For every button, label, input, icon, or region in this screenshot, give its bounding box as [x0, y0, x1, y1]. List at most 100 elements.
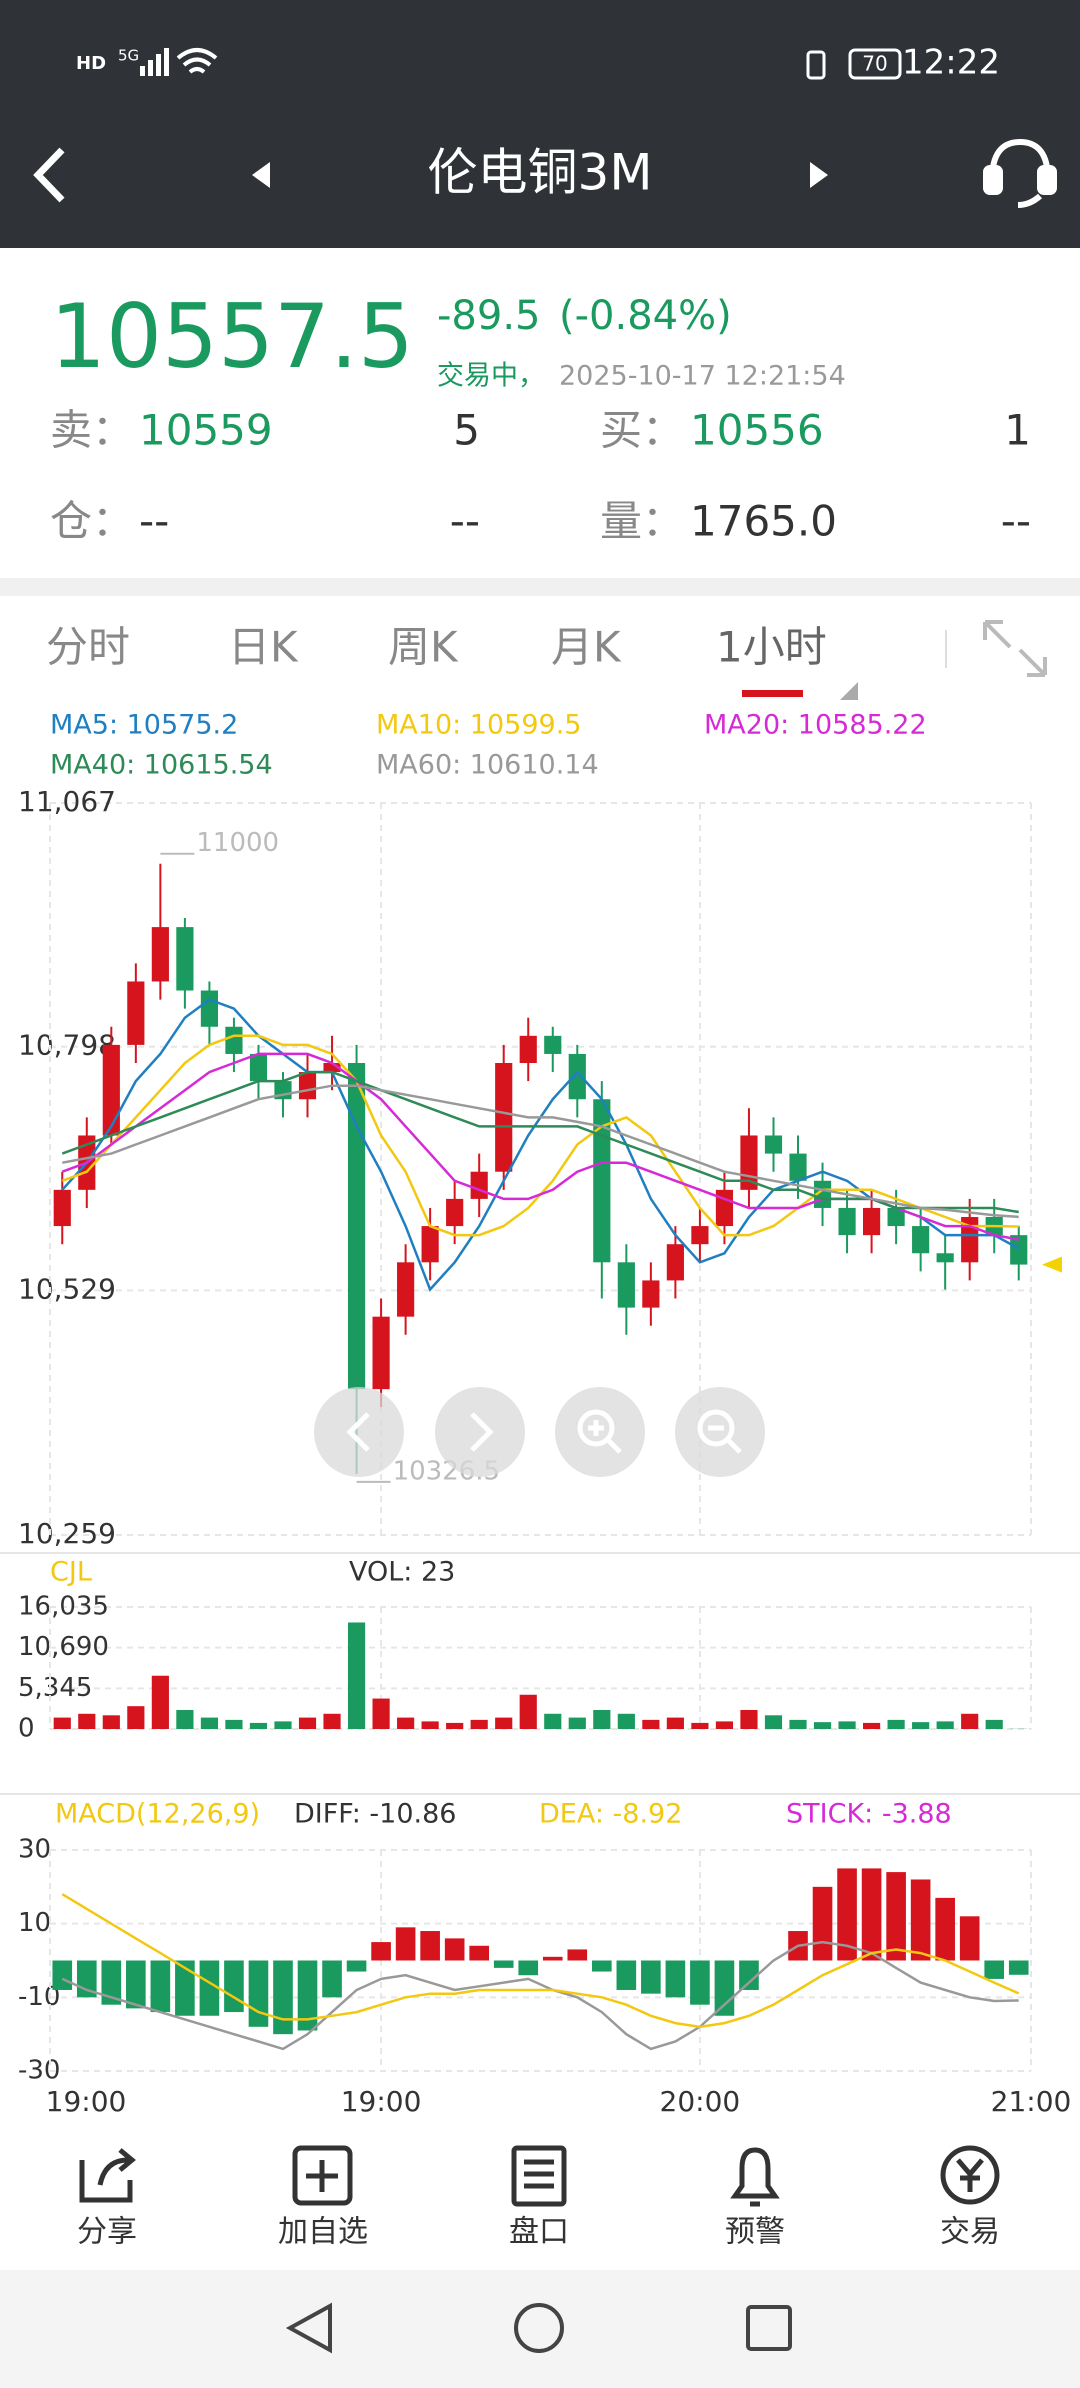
hd-icon: HD [76, 53, 106, 74]
x-tick-label: 19:00 [46, 2085, 127, 2118]
volume-bar [764, 1715, 783, 1729]
volume-bar [102, 1715, 120, 1729]
candle-body [764, 1135, 783, 1154]
scroll-left-button[interactable] [314, 1387, 404, 1477]
volume-bar [225, 1719, 243, 1729]
toolbar-label[interactable]: 加自选 [278, 2215, 368, 2250]
next-button[interactable] [810, 162, 828, 188]
macd-bar [371, 1942, 391, 1961]
candle-body [225, 1026, 243, 1054]
candle-body [151, 927, 169, 982]
macd-bar [150, 1960, 171, 2013]
tab-active[interactable]: 1小时 [716, 623, 827, 672]
fullscreen-button[interactable] [983, 620, 1047, 677]
candle-body [127, 981, 145, 1045]
buy-qty: 1 [1004, 406, 1031, 455]
volume-bar [961, 1713, 979, 1729]
service-button[interactable] [983, 138, 1057, 208]
macd-bar [273, 1960, 293, 2035]
tab[interactable]: 日K [228, 623, 299, 672]
volume-label: 量： [600, 497, 684, 546]
macd-bar [518, 1960, 539, 1976]
volume-bar [519, 1694, 537, 1729]
sell-label: 卖： [50, 406, 134, 455]
candle-body [912, 1226, 930, 1254]
macd-bar [542, 1956, 563, 1961]
volume-bar [617, 1713, 635, 1729]
macd-bar [444, 1938, 465, 1961]
tab[interactable]: 月K [551, 623, 622, 672]
tab[interactable]: 周K [388, 623, 459, 672]
tab-dropdown[interactable] [840, 682, 858, 700]
macd-bar [297, 1960, 318, 2031]
y-tick-label: 30 [18, 1835, 51, 1865]
legend-entry: MA60: 10610.14 [376, 750, 599, 781]
macd-bar [690, 1960, 710, 2005]
legend-entry: MA40: 10615.54 [50, 750, 273, 781]
prev-button[interactable] [252, 162, 270, 188]
candle-body [544, 1035, 562, 1054]
scroll-right-button[interactable] [435, 1387, 525, 1477]
toolbar-label[interactable]: 交易 [940, 2215, 1000, 2250]
control-icons [346, 1409, 742, 1454]
macd-bar [322, 1960, 342, 1998]
add-icon[interactable] [292, 2145, 353, 2206]
candle-body [421, 1226, 439, 1263]
nav-recents[interactable] [746, 2305, 792, 2351]
trade-icon[interactable] [940, 2145, 1000, 2205]
macd-bar [224, 1960, 244, 2013]
x-tick-label: 20:00 [660, 2085, 741, 2118]
chart-controls [314, 1387, 765, 1477]
book-icon[interactable] [511, 2145, 567, 2207]
divider [0, 578, 1080, 596]
candle-body [691, 1226, 709, 1245]
y-tick-label: 10,529 [18, 1272, 116, 1305]
y-tick-label: 10 [18, 1908, 51, 1938]
zoom-in-button[interactable] [555, 1387, 645, 1477]
zoom-out-button[interactable] [675, 1387, 765, 1477]
indicator-line [61, 1940, 1019, 2051]
sell-price: 10559 [139, 406, 273, 455]
candle-body [887, 1207, 905, 1227]
toolbar-label[interactable]: 盘口 [509, 2215, 569, 2250]
volume-bar [740, 1709, 758, 1729]
candle-body [470, 1171, 488, 1199]
volume-bar [446, 1722, 464, 1729]
macd-bar [592, 1960, 612, 1972]
indicator-line [61, 998, 1020, 1292]
legend-entry: DEA: -8.92 [539, 1799, 682, 1830]
nav-back[interactable] [285, 2302, 332, 2354]
candle-body [593, 1099, 611, 1263]
last-price-marker [1042, 1256, 1062, 1273]
price-change: -89.5 [437, 293, 541, 339]
quote-time: 2025-10-17 12:21:54 [559, 361, 846, 392]
tab[interactable]: 分时 [46, 623, 130, 672]
macd-bar [52, 1960, 73, 1990]
macd-bar [248, 1960, 269, 2027]
legend-entry: MA10: 10599.5 [376, 710, 581, 741]
candle-body [863, 1207, 881, 1236]
candle-body [176, 927, 194, 991]
indicator-line [62, 1084, 1019, 1219]
legend-entry: MA5: 10575.2 [50, 710, 238, 741]
nav-bar [0, 2270, 1080, 2388]
share-icon[interactable] [79, 2148, 136, 2203]
volume-bar [568, 1717, 586, 1729]
panel-annotation: VOL: 23 [349, 1557, 455, 1588]
back-button[interactable] [33, 147, 65, 203]
legend-entry: STICK: -3.88 [786, 1799, 952, 1830]
nav-home[interactable] [514, 2303, 564, 2353]
toolbar-label[interactable]: 预警 [725, 2215, 785, 2250]
volume-bar [323, 1713, 341, 1729]
volume-value: 1765.0 [690, 497, 837, 546]
volume-bar [838, 1721, 856, 1729]
candle-body [53, 1189, 71, 1227]
toolbar-label[interactable]: 分享 [77, 2215, 137, 2250]
y-tick-label: 10,259 [18, 1517, 116, 1550]
volume-bar [249, 1722, 268, 1729]
volume-bar [985, 1719, 1003, 1729]
y-tick-label: 11,067 [18, 785, 116, 818]
alert-icon[interactable] [730, 2147, 780, 2207]
